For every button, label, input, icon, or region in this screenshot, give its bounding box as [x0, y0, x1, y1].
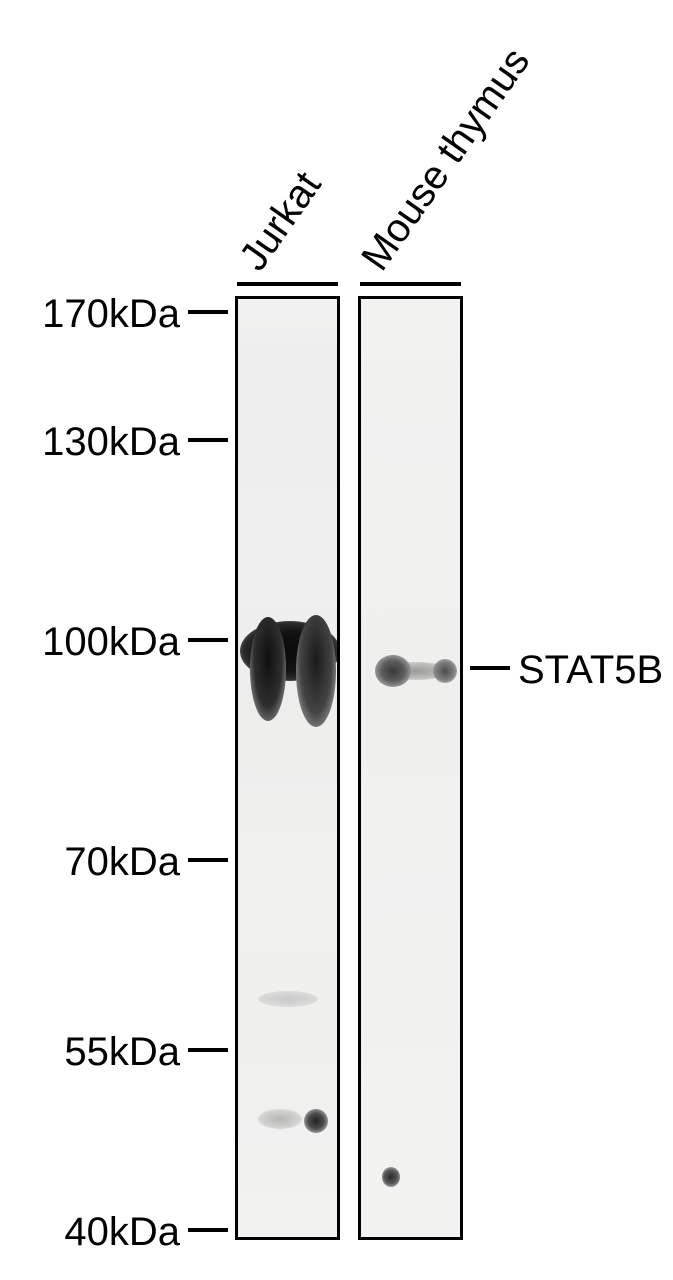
mw-label-170: 170kDa: [42, 292, 180, 337]
target-tick: [470, 666, 510, 670]
lane-underline-jurkat: [237, 282, 338, 286]
band-jurkat-spot: [304, 1109, 328, 1133]
lane-jurkat-bg: [238, 299, 337, 1237]
mw-label-100: 100kDa: [42, 620, 180, 665]
lane-mouse-thymus: [358, 296, 463, 1240]
band-jurkat-faint: [258, 991, 318, 1007]
lane-label-jurkat: Jurkat: [231, 164, 330, 279]
target-label-stat5b: STAT5B: [518, 648, 663, 693]
lane-underline-mouse: [360, 282, 461, 286]
mw-label-40: 40kDa: [64, 1210, 180, 1255]
mw-label-130: 130kDa: [42, 420, 180, 465]
mw-label-70: 70kDa: [64, 840, 180, 885]
mw-tick-55: [188, 1048, 228, 1052]
band-mouse-left: [375, 655, 411, 687]
blot-figure: 170kDa 130kDa 100kDa 70kDa 55kDa 40kDa J…: [0, 0, 673, 1280]
band-jurkat-smear-right: [296, 615, 336, 727]
band-mouse-right: [433, 659, 457, 683]
mw-tick-100: [188, 638, 228, 642]
lane-mouse-bg: [361, 299, 460, 1237]
band-jurkat-smear-left: [250, 617, 286, 721]
lane-jurkat: [235, 296, 340, 1240]
mw-tick-70: [188, 858, 228, 862]
band-jurkat-low-smear: [258, 1109, 302, 1129]
mw-label-55: 55kDa: [64, 1030, 180, 1075]
lane-label-mouse: Mouse thymus: [353, 40, 539, 279]
band-mouse-low-spot: [382, 1167, 400, 1187]
mw-tick-170: [188, 310, 228, 314]
mw-tick-40: [188, 1228, 228, 1232]
mw-tick-130: [188, 438, 228, 442]
